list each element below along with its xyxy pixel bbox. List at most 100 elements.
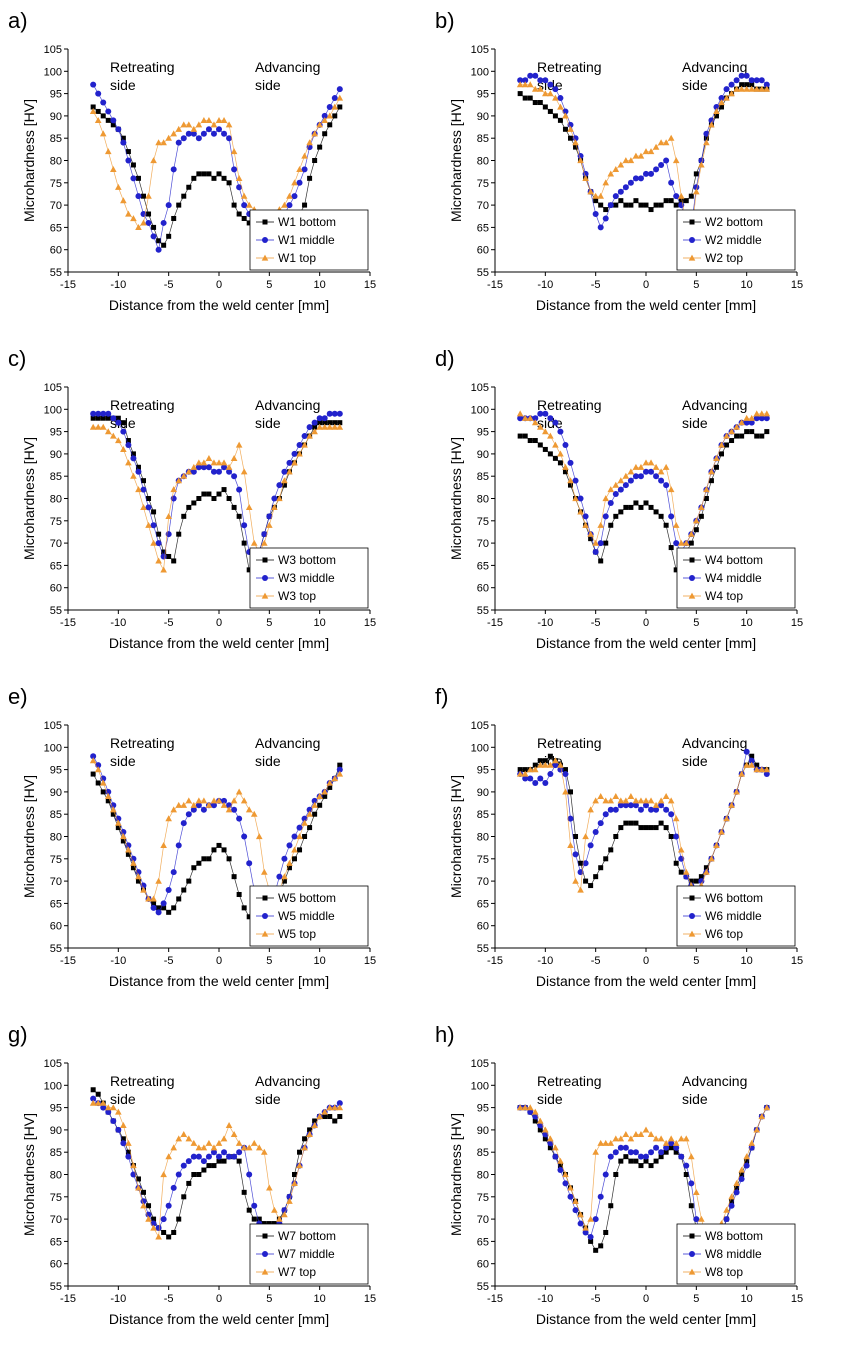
data-point — [125, 846, 132, 853]
data-point — [522, 77, 529, 84]
data-point — [708, 478, 714, 484]
y-axis-label: Microhardness [HV] — [448, 1113, 464, 1236]
data-point — [186, 184, 192, 190]
data-point — [753, 766, 761, 773]
data-point — [587, 188, 594, 195]
data-point — [748, 77, 755, 84]
data-point — [613, 834, 619, 839]
x-tick-label: -5 — [591, 617, 601, 629]
data-point — [633, 500, 639, 506]
y-tick-label: 80 — [50, 1170, 62, 1182]
data-point — [728, 1193, 735, 1200]
data-point — [521, 81, 529, 88]
legend-marker — [262, 575, 268, 581]
data-point — [643, 468, 649, 475]
data-point — [312, 1118, 318, 1124]
y-tick-label: 80 — [50, 494, 62, 506]
data-point — [90, 104, 96, 110]
data-point — [597, 1193, 604, 1200]
data-point — [236, 815, 243, 822]
data-point — [145, 521, 152, 528]
data-point — [744, 82, 750, 88]
data-point — [572, 1207, 579, 1214]
data-point — [743, 72, 750, 79]
data-point — [175, 139, 182, 146]
data-point — [652, 1135, 660, 1142]
legend-label: W1 middle — [278, 233, 335, 247]
y-tick-label: 65 — [50, 222, 62, 234]
data-point — [632, 473, 639, 480]
legend-label: W1 top — [278, 251, 316, 265]
y-tick-label: 85 — [50, 471, 62, 483]
data-point — [582, 1224, 589, 1231]
y-tick-label: 105 — [471, 1058, 489, 1070]
data-point — [682, 1135, 690, 1142]
y-tick-label: 95 — [477, 765, 489, 777]
data-point — [221, 175, 227, 181]
data-point — [140, 1202, 147, 1209]
data-point — [627, 1149, 634, 1156]
data-point — [668, 1140, 675, 1147]
x-tick-label: 0 — [643, 279, 649, 291]
data-point — [206, 491, 212, 497]
data-point — [291, 459, 298, 466]
data-point — [261, 1221, 267, 1227]
data-point — [135, 224, 142, 230]
x-tick-label: -10 — [537, 617, 553, 629]
data-point — [327, 420, 333, 426]
data-point — [160, 842, 167, 849]
chart-panel-d: d) 55 60 65 70 75 80 85 90 95 100 105 -15 -10 -5 0 5 10 15… — [435, 346, 803, 651]
data-point — [542, 410, 549, 417]
data-point — [617, 477, 625, 484]
data-point — [211, 847, 217, 853]
series-w7-bottom — [90, 1087, 343, 1240]
y-axis-label: Microhardness [HV] — [448, 99, 464, 222]
data-point — [693, 1188, 700, 1195]
retreating-side-label: side — [110, 77, 136, 93]
data-point — [739, 433, 745, 439]
data-point — [201, 1167, 207, 1173]
data-point — [155, 246, 162, 253]
data-point — [612, 491, 619, 498]
legend-label: W3 top — [278, 589, 316, 603]
data-point — [638, 504, 644, 510]
data-point — [607, 797, 615, 804]
data-point — [603, 540, 609, 546]
data-point — [99, 1099, 107, 1106]
data-point — [748, 414, 755, 421]
data-point — [542, 1126, 549, 1133]
data-point — [307, 825, 313, 831]
data-point — [336, 770, 344, 777]
data-point — [749, 753, 755, 759]
data-point — [547, 90, 554, 97]
legend-marker — [689, 1233, 695, 1239]
data-point — [517, 767, 523, 773]
data-point — [663, 825, 669, 831]
data-point — [763, 1104, 771, 1111]
data-point — [628, 1158, 634, 1164]
data-point — [527, 72, 534, 79]
data-point — [673, 833, 680, 840]
y-tick-label: 65 — [50, 560, 62, 572]
data-point — [146, 211, 152, 217]
data-point — [100, 99, 107, 106]
data-point — [537, 410, 544, 417]
data-point — [627, 468, 635, 475]
data-point — [657, 139, 665, 146]
data-point — [753, 77, 760, 84]
data-point — [195, 1144, 203, 1151]
data-point — [552, 94, 559, 101]
data-point — [647, 797, 655, 804]
data-point — [552, 1153, 559, 1160]
data-point — [215, 116, 223, 123]
data-point — [522, 433, 528, 439]
x-axis-label: Distance from the weld center [mm] — [536, 635, 756, 651]
data-point — [618, 198, 624, 204]
data-point — [115, 819, 122, 826]
data-point — [332, 1118, 338, 1124]
x-tick-label: -15 — [60, 955, 76, 967]
data-point — [120, 829, 127, 836]
y-tick-label: 55 — [477, 943, 489, 955]
data-point — [155, 557, 162, 564]
data-point — [667, 134, 675, 141]
